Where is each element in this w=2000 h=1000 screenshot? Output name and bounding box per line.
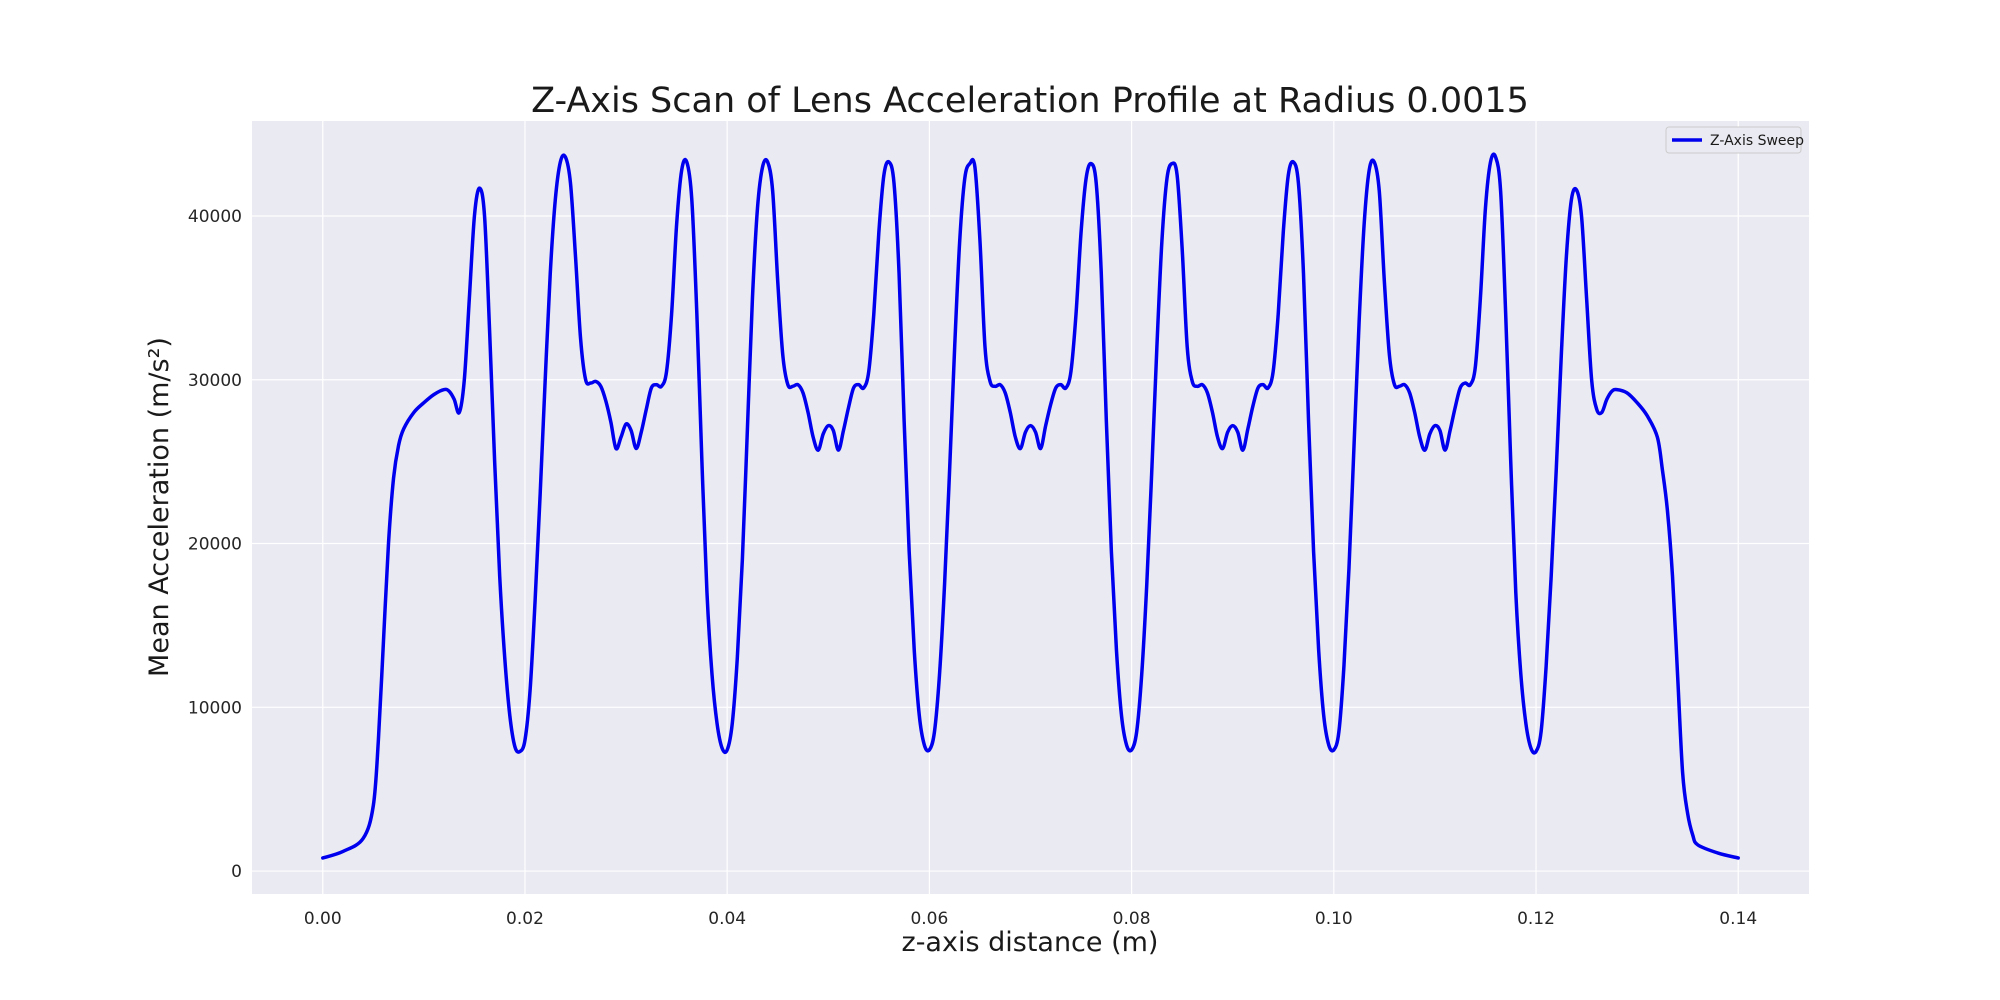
plot-area bbox=[252, 121, 1809, 894]
legend-box bbox=[1665, 126, 1802, 154]
series-line-z-axis-sweep bbox=[321, 152, 1740, 860]
x-axis: 0.00 0.02 0.04 0.06 0.08 0.10 0.12 0.14 bbox=[304, 909, 1757, 929]
legend: Z-Axis Sweep bbox=[1665, 126, 1804, 154]
series-layer bbox=[321, 152, 1740, 860]
y-tick-label: 0 bbox=[231, 862, 242, 882]
y-axis-label: Mean Acceleration (m/s²) bbox=[144, 337, 175, 677]
y-axis: 0 10000 20000 30000 40000 bbox=[188, 207, 242, 882]
y-tick-label: 40000 bbox=[188, 207, 242, 227]
y-tick-label: 10000 bbox=[188, 698, 242, 718]
grid bbox=[252, 121, 1809, 894]
y-tick-label: 30000 bbox=[188, 371, 242, 391]
x-tick-label: 0.08 bbox=[1113, 909, 1151, 929]
x-axis-label: z-axis distance (m) bbox=[902, 927, 1159, 958]
x-tick-label: 0.02 bbox=[506, 909, 544, 929]
x-tick-label: 0.04 bbox=[708, 909, 746, 929]
legend-label: Z-Axis Sweep bbox=[1710, 133, 1804, 149]
x-tick-label: 0.10 bbox=[1315, 909, 1353, 929]
x-tick-label: 0.06 bbox=[910, 909, 948, 929]
x-tick-label: 0.14 bbox=[1719, 909, 1757, 929]
x-tick-label: 0.12 bbox=[1517, 909, 1555, 929]
x-tick-label: 0.00 bbox=[304, 909, 342, 929]
chart-title: Z-Axis Scan of Lens Acceleration Profile… bbox=[531, 81, 1529, 121]
y-tick-label: 20000 bbox=[188, 535, 242, 555]
